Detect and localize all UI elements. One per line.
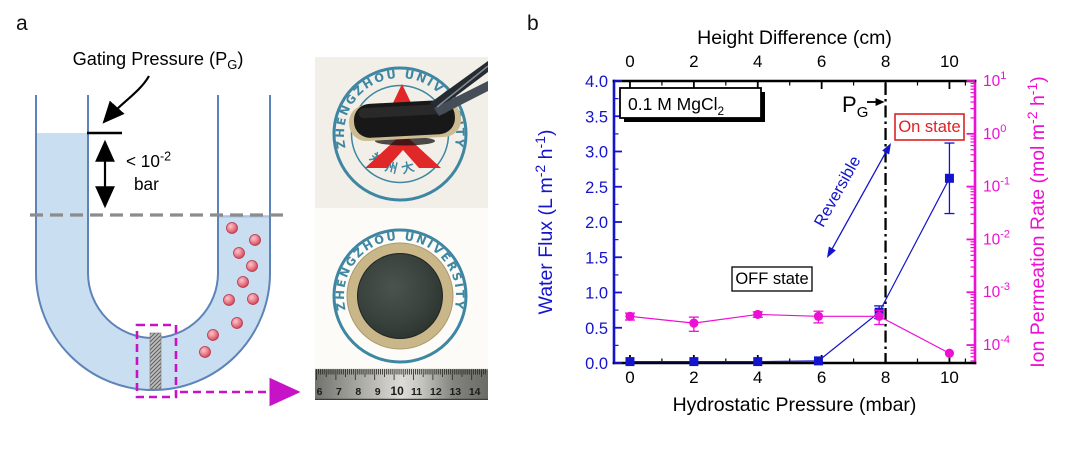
data-point-circle: [813, 311, 824, 321]
x-tick-label: 10: [940, 368, 959, 387]
on-state-badge: On state: [894, 113, 965, 141]
right-tick-label: 10-2: [983, 228, 1010, 248]
ruler: 6 7 8 9 10 11 12 13 14: [315, 368, 488, 400]
ruler-number: 8: [355, 386, 361, 398]
ion-sphere: [231, 317, 243, 329]
ruler-number: 6: [317, 386, 323, 398]
data-point-square: [689, 357, 699, 367]
legend-label: 0.1 M MgCl2: [628, 94, 724, 118]
x-axis-title: Hydrostatic Pressure (mbar): [673, 394, 917, 416]
ruler-number: 9: [375, 386, 381, 398]
top-tick-label: 2: [689, 52, 698, 71]
ruler-number: 7: [336, 386, 342, 398]
tweezers: [430, 61, 488, 116]
top-tick-label: 0: [625, 52, 634, 71]
right-tick-label: 10-3: [983, 281, 1010, 301]
panel-b-label: b: [527, 12, 539, 35]
svg-text:PG: PG: [842, 92, 868, 121]
ion-sphere: [199, 346, 211, 358]
x-tick-label: 6: [817, 368, 826, 387]
x-tick-label: 2: [689, 368, 698, 387]
ruler-number: 14: [469, 386, 481, 398]
right-tick-label: 10-4: [983, 334, 1010, 354]
data-point-circle: [944, 348, 955, 358]
reversible-label: Reversible: [811, 153, 865, 230]
data-point-circle: [689, 318, 699, 328]
top-tick-label: 10: [940, 52, 959, 71]
membrane-disc: [357, 253, 443, 339]
data-point-square: [813, 356, 823, 366]
off-state-label: OFF state: [735, 270, 808, 288]
photo-membrane-disc: ZHENGZHOU UNIVERSITY 郑 州 大 学 67891011121…: [315, 208, 488, 400]
bent-membrane: [349, 100, 462, 142]
photo-membrane-bent: ZHENGZHOU UNIVERSITY 郑 州 大 学: [315, 57, 488, 208]
data-point-square: [625, 357, 635, 367]
legend-box: 0.1 M MgCl2: [619, 87, 765, 122]
left-tick-label: 0.0: [585, 355, 608, 373]
left-axis-title: Water Flux (L m-2 h-1): [532, 130, 557, 315]
u-tube-diagram: Gating Pressure (PG) < 10-2 bar: [30, 49, 301, 407]
left-tick-label: 0.5: [585, 320, 608, 338]
ruler-number: 13: [449, 386, 461, 398]
x-tick-label: 4: [753, 368, 762, 387]
flux-ion-chart: 0 0 2 2 4 4 6 6 8 8 10 10 0.0 0.5 1.0 1.5 2.0 2.5 3.0 3.5 4.…: [532, 27, 1049, 416]
x-tick-label: 0: [625, 368, 634, 387]
x-tick-label: 8: [881, 368, 890, 387]
ruler-numbers: 6 7 8 9 10 11 12 13 14: [317, 384, 481, 398]
membrane: [149, 332, 162, 390]
top-axis-title: Height Difference (cm): [697, 27, 892, 49]
right-tick-label: 10-1: [983, 176, 1010, 196]
pressure-range-label: < 10-2: [126, 150, 171, 172]
data-point-square: [753, 357, 763, 367]
ion-sphere: [226, 222, 238, 234]
data-point-circle: [874, 311, 884, 321]
reversible-annotation: Reversible: [811, 143, 891, 258]
series-water-flux: [625, 142, 955, 367]
on-state-label: On state: [898, 118, 960, 136]
panel-a-label: a: [16, 12, 28, 35]
top-tick-label: 8: [881, 52, 890, 71]
ruler-number: 12: [430, 386, 442, 398]
right-tick-label: 101: [983, 70, 1006, 90]
ruler-number: 10: [390, 384, 404, 398]
top-tick-label: 6: [817, 52, 826, 71]
off-state-badge: OFF state: [731, 266, 813, 292]
ion-sphere: [207, 329, 219, 341]
university-logo: [365, 84, 441, 168]
ruler-ticks: [316, 369, 486, 380]
ion-sphere: [223, 294, 235, 306]
left-tick-label: 1.0: [585, 285, 608, 303]
ion-sphere: [247, 293, 259, 305]
left-tick-label: 1.5: [585, 249, 608, 267]
ion-spheres: [199, 222, 261, 358]
left-tick-label: 3.5: [585, 108, 608, 126]
ion-sphere: [249, 234, 261, 246]
left-tick-label: 2.5: [585, 179, 608, 197]
gating-arrow: [102, 75, 150, 124]
data-point-circle: [753, 309, 763, 320]
ion-sphere: [246, 260, 258, 272]
data-point-square: [944, 173, 954, 183]
u-tube-outer-wall: [35, 95, 271, 391]
membrane-highlight-box: [135, 323, 178, 399]
data-point-circle: [625, 311, 635, 321]
chart-body: 0 0 2 2 4 4 6 6 8 8 10 10 0.0 0.5 1.0 1.5 2.0 2.5 3.0 3.5 4.…: [532, 27, 1049, 416]
right-axis-title: Ion Permeation Rate (mol m-2 h-1): [1024, 76, 1049, 368]
pressure-unit-label: bar: [134, 174, 159, 194]
left-tick-label: 3.0: [585, 144, 608, 162]
left-tick-label: 2.0: [585, 214, 608, 232]
gating-pressure-label: Gating Pressure (PG): [73, 49, 244, 72]
gating-pressure-label: PG: [842, 92, 885, 121]
ion-sphere: [233, 247, 245, 259]
ruler-number: 11: [411, 386, 422, 398]
right-tick-label: 100: [983, 123, 1006, 143]
series-ion-permeation: [624, 309, 955, 358]
left-tick-label: 4.0: [585, 73, 608, 91]
ion-sphere: [237, 276, 249, 288]
top-tick-label: 4: [753, 52, 762, 71]
